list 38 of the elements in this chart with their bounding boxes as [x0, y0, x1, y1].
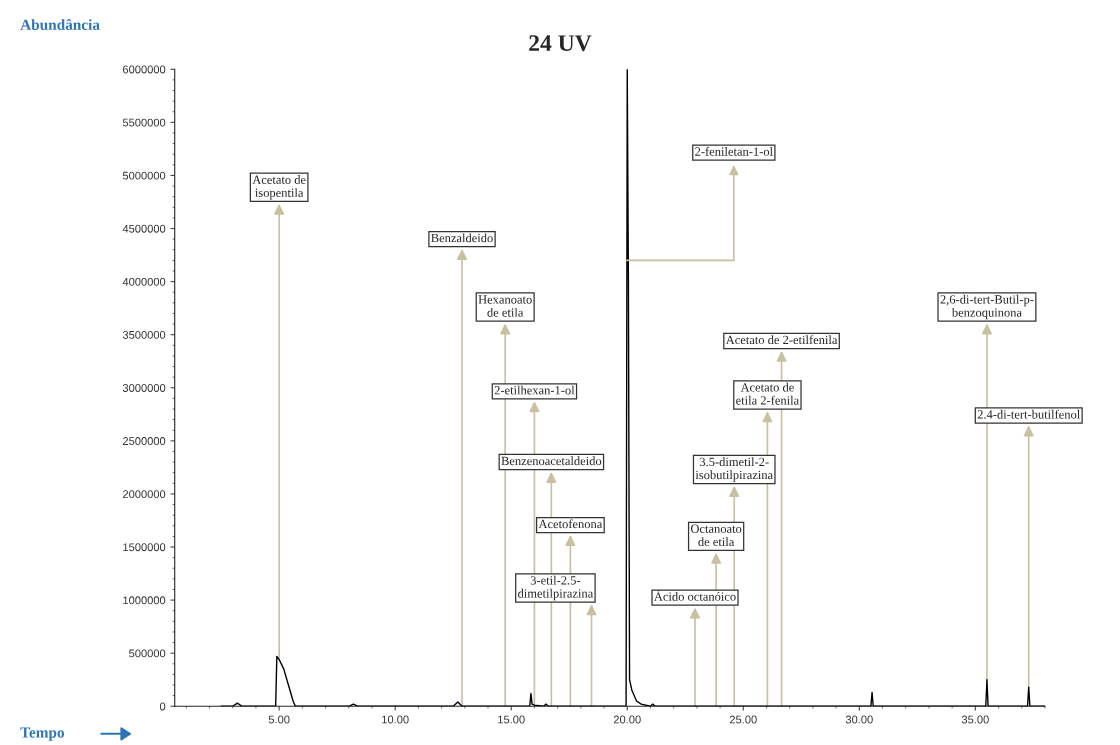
x-tick-label: 15.00 — [498, 715, 525, 724]
annotation: Hexanoato de etila — [478, 295, 532, 317]
x-tick-label: 30.00 — [845, 715, 873, 724]
x-axis-title: Tempo — [20, 727, 65, 741]
y-tick-label: 3500000 — [122, 330, 166, 339]
annotation: Benzenoacetaldeido — [501, 456, 602, 466]
annotation: Acetato de etila 2-fenila — [736, 382, 799, 405]
annotation: 2-feniletan-1-ol — [695, 146, 773, 156]
x-tick-label: 5.00 — [268, 715, 290, 724]
x-tick-label: 20.00 — [613, 715, 641, 724]
annotation: Acetofenona — [538, 519, 603, 529]
x-tick-label: 25.00 — [729, 715, 757, 724]
y-tick-label: 2000000 — [123, 490, 166, 499]
x-tick-label: 10.00 — [382, 715, 409, 724]
x-tick-label: 35.00 — [961, 715, 989, 724]
y-tick-label: 1500000 — [123, 543, 166, 552]
annotation: Acetato de 2-etilfenila — [725, 335, 838, 345]
annotation: Acetato de isopentila — [252, 175, 306, 200]
annotation: 2,6-di-tert-Butil-p- benzoquinona — [940, 294, 1034, 320]
annotation: 3-etil-2.5- dimetilpirazina — [518, 575, 594, 601]
y-tick-label: 5500000 — [122, 118, 166, 127]
y-tick-label: 1000000 — [123, 596, 166, 605]
annotation: Benzaldeido — [431, 233, 493, 243]
annotation: Ácido octanóico — [654, 590, 736, 601]
annotation: 2-etilhexan-1-ol — [494, 385, 575, 395]
y-tick-label: 0 — [159, 702, 166, 711]
y-tick-label: 3000000 — [122, 384, 166, 392]
chart-title: 24 UV — [529, 35, 592, 52]
y-tick-label: 4500000 — [122, 224, 166, 233]
annotation: 3.5-dimetil-2- isobutilpirazina — [695, 457, 773, 482]
y-tick-label: 500000 — [129, 649, 166, 658]
annotation: 2.4-di-tert-butilfenol — [977, 409, 1081, 419]
y-tick-label: 2500000 — [123, 437, 166, 445]
y-tick-label: 4000000 — [122, 277, 166, 286]
y-tick-label: 5000000 — [122, 171, 166, 180]
annotation: Octanoato de etila — [690, 524, 742, 547]
y-tick-label: 6000000 — [123, 65, 166, 74]
y-axis-title: Abundância — [20, 18, 100, 30]
